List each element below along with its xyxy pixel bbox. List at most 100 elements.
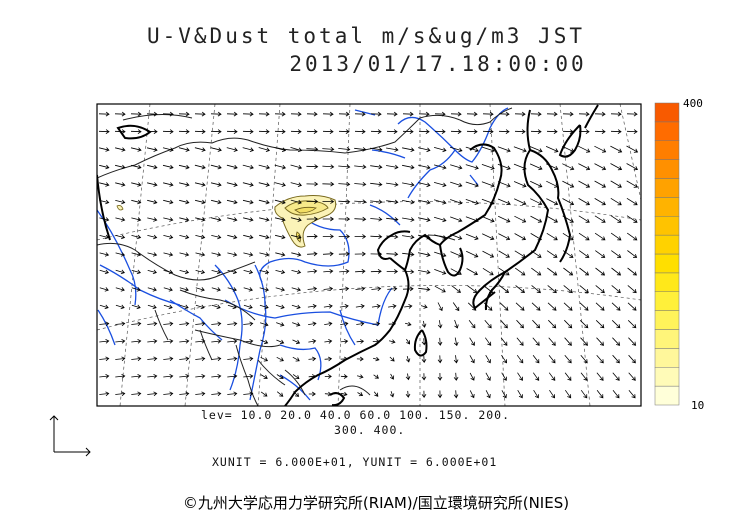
wind-arrow: [453, 390, 459, 399]
wind-arrow: [260, 339, 269, 345]
wind-arrow: [481, 164, 495, 170]
wind-arrow: [339, 286, 350, 292]
wind-arrow: [421, 390, 427, 399]
wind-arrow: [434, 251, 447, 258]
wind-arrow: [370, 199, 383, 205]
wind-arrow: [578, 198, 591, 206]
wind-arrow: [338, 234, 351, 239]
wind-arrow: [308, 374, 317, 379]
wind-arrow: [226, 182, 238, 187]
wind-arrow: [194, 182, 206, 187]
wind-arrow: [354, 199, 367, 205]
wind-arrow: [306, 216, 318, 222]
wind-arrow: [338, 129, 350, 134]
wind-arrow: [242, 199, 254, 205]
wind-arrow: [179, 304, 189, 310]
wind-arrow: [402, 252, 415, 257]
wind-arrow: [179, 217, 190, 222]
wind-arrow: [354, 111, 366, 117]
wind-arrow: [275, 287, 285, 292]
wind-arrow: [628, 389, 636, 399]
wind-arrow: [163, 338, 174, 344]
wind-arrow: [466, 250, 479, 258]
wind-arrow: [449, 146, 463, 153]
wind-arrow: [356, 374, 364, 379]
wind-arrow: [258, 147, 270, 152]
wind-arrow: [292, 374, 300, 380]
wind-arrow: [531, 267, 542, 276]
wind-arrow: [354, 147, 367, 152]
wind-arrow: [179, 356, 190, 362]
wind-arrow: [162, 147, 174, 152]
wind-arrow: [179, 338, 190, 344]
wind-arrow: [386, 182, 399, 187]
wind-arrow: [275, 252, 286, 257]
wind-arrow: [194, 147, 206, 152]
wind-arrow: [195, 373, 206, 379]
wind-arrow: [402, 129, 414, 134]
wind-arrow: [146, 129, 158, 134]
wind-arrow: [388, 339, 396, 344]
wind-arrow: [210, 147, 222, 152]
wind-arrow: [418, 234, 431, 240]
wind-arrow: [546, 163, 559, 171]
wind-arrow: [530, 250, 542, 258]
wind-arrow: [514, 215, 527, 223]
wind-arrow: [308, 356, 317, 362]
wind-arrow: [324, 321, 333, 327]
wind-arrow: [564, 389, 572, 399]
wind-arrow: [626, 197, 638, 206]
wind-arrow: [418, 217, 431, 222]
colorbar-swatch: [654, 272, 680, 292]
wind-arrow: [578, 180, 591, 188]
wind-arrow: [338, 111, 350, 117]
wind-arrow: [131, 338, 142, 344]
wind-arrow: [418, 199, 431, 205]
dust-plume: [116, 195, 337, 248]
wind-arrow: [482, 111, 494, 117]
wind-arrow: [481, 198, 495, 205]
wind-arrow: [131, 164, 142, 170]
wind-arrow: [354, 164, 367, 170]
wind-arrow: [387, 286, 398, 292]
wind-arrow: [115, 356, 126, 362]
wind-arrow: [386, 111, 398, 117]
wind-arrow: [628, 337, 637, 346]
wind-arrow: [356, 339, 365, 344]
wind-arrow: [131, 287, 141, 292]
wind-arrow: [227, 356, 238, 362]
wind-arrow: [274, 129, 286, 134]
wind-arrow: [131, 356, 142, 362]
wind-arrow: [628, 354, 636, 364]
wind-arrow: [324, 356, 333, 362]
wind-arrow: [370, 251, 383, 257]
wind-arrow: [131, 217, 142, 222]
wind-arrow: [482, 233, 495, 241]
wind-arrow: [146, 111, 158, 117]
wind-arrow: [259, 252, 270, 257]
wind-arrow: [370, 269, 382, 274]
wind-arrow: [450, 268, 462, 275]
wind-arrow: [611, 320, 621, 329]
wind-arrow: [340, 374, 348, 379]
wind-arrow: [260, 391, 268, 397]
wind-arrow: [115, 391, 126, 397]
wind-arrow: [195, 252, 206, 257]
wind-arrow: [370, 129, 382, 134]
wind-arrow: [497, 146, 511, 153]
wind-arrow: [626, 232, 638, 241]
wind-arrow: [195, 199, 206, 205]
wind-arrow: [147, 338, 158, 344]
wind-arrow: [578, 111, 590, 117]
wind-arrow: [354, 181, 367, 187]
wind-arrow: [243, 338, 254, 344]
wind-arrow: [450, 199, 463, 205]
wind-arrow: [276, 374, 284, 379]
wind-arrow: [226, 164, 238, 170]
wind-arrow: [178, 164, 190, 170]
wind-arrow: [242, 147, 254, 152]
wind-arrow: [291, 304, 301, 310]
wind-arrow: [580, 354, 588, 364]
wind-arrow: [179, 391, 190, 397]
wind-arrow: [433, 164, 447, 170]
